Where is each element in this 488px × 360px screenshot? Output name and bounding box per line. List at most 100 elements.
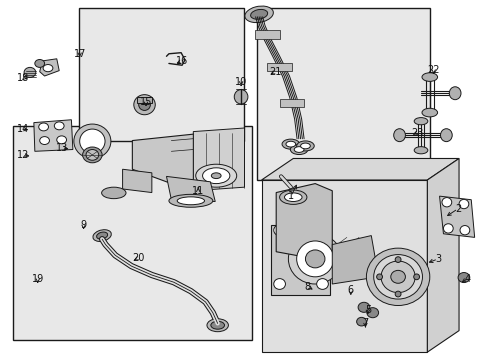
Ellipse shape [373, 255, 422, 299]
Ellipse shape [357, 302, 369, 312]
Ellipse shape [366, 308, 378, 318]
Ellipse shape [296, 241, 333, 277]
Ellipse shape [234, 90, 247, 104]
Text: 13: 13 [56, 143, 68, 153]
Polygon shape [439, 196, 474, 237]
Ellipse shape [202, 168, 229, 184]
Ellipse shape [284, 193, 302, 202]
Polygon shape [331, 235, 378, 284]
Ellipse shape [356, 318, 366, 326]
Polygon shape [193, 128, 244, 191]
Ellipse shape [97, 232, 107, 239]
Ellipse shape [443, 224, 452, 233]
Bar [280, 99, 304, 107]
Text: 22: 22 [427, 64, 439, 75]
Text: 12: 12 [17, 150, 29, 160]
Ellipse shape [168, 194, 212, 207]
Ellipse shape [413, 147, 427, 154]
Ellipse shape [305, 250, 325, 268]
Ellipse shape [177, 197, 204, 205]
Text: 19: 19 [32, 274, 44, 284]
Ellipse shape [39, 123, 48, 131]
Ellipse shape [413, 274, 419, 280]
Bar [79, 8, 244, 140]
Ellipse shape [195, 164, 236, 187]
Bar [267, 63, 291, 71]
Ellipse shape [54, 122, 64, 130]
Text: 9: 9 [81, 220, 86, 230]
Text: 21: 21 [268, 67, 281, 77]
Ellipse shape [376, 274, 382, 280]
Ellipse shape [282, 139, 299, 149]
Ellipse shape [86, 149, 99, 160]
Ellipse shape [80, 129, 105, 153]
Text: 2: 2 [454, 204, 460, 214]
Text: 3: 3 [434, 254, 440, 264]
Text: 16: 16 [176, 56, 188, 66]
Ellipse shape [285, 141, 295, 147]
Ellipse shape [211, 173, 221, 179]
Ellipse shape [380, 261, 414, 293]
Ellipse shape [458, 199, 468, 209]
Text: 1: 1 [287, 192, 293, 202]
Ellipse shape [459, 226, 469, 235]
Ellipse shape [206, 319, 228, 332]
Ellipse shape [273, 225, 285, 235]
Ellipse shape [57, 136, 66, 144]
Bar [137, 97, 152, 103]
Ellipse shape [288, 234, 341, 284]
Polygon shape [427, 158, 458, 352]
Ellipse shape [134, 95, 155, 115]
Polygon shape [122, 169, 152, 193]
Ellipse shape [102, 187, 126, 199]
Ellipse shape [244, 6, 273, 23]
Polygon shape [261, 180, 427, 352]
Ellipse shape [457, 273, 469, 283]
Text: 5: 5 [364, 305, 370, 315]
Ellipse shape [441, 198, 451, 207]
Polygon shape [40, 59, 59, 76]
Text: 11: 11 [192, 186, 204, 196]
Ellipse shape [421, 73, 437, 81]
Text: 14: 14 [17, 124, 29, 134]
Ellipse shape [296, 141, 314, 151]
Ellipse shape [139, 99, 150, 111]
Ellipse shape [413, 118, 427, 125]
Ellipse shape [290, 144, 307, 154]
Ellipse shape [390, 270, 405, 283]
Bar [13, 126, 251, 339]
Bar [271, 225, 329, 295]
Text: 7: 7 [362, 319, 368, 328]
Polygon shape [276, 184, 331, 259]
Ellipse shape [316, 279, 328, 289]
Ellipse shape [24, 67, 36, 77]
Bar [256, 8, 429, 180]
Ellipse shape [394, 291, 400, 297]
Ellipse shape [43, 64, 53, 72]
Ellipse shape [273, 279, 285, 289]
Ellipse shape [210, 321, 224, 329]
Ellipse shape [82, 147, 102, 163]
Ellipse shape [250, 9, 267, 19]
Ellipse shape [300, 143, 310, 149]
Text: 15: 15 [140, 97, 152, 107]
Text: 17: 17 [73, 49, 86, 59]
Ellipse shape [440, 129, 451, 141]
Polygon shape [34, 120, 73, 151]
Ellipse shape [316, 225, 328, 235]
Ellipse shape [294, 147, 304, 152]
Text: 6: 6 [347, 285, 353, 296]
Ellipse shape [394, 257, 400, 262]
Text: 18: 18 [17, 73, 29, 83]
Text: 8: 8 [304, 282, 310, 292]
Ellipse shape [74, 124, 111, 158]
Ellipse shape [421, 108, 437, 117]
Polygon shape [132, 130, 242, 184]
Ellipse shape [448, 87, 460, 100]
Bar [255, 31, 279, 39]
Ellipse shape [366, 248, 429, 306]
Polygon shape [166, 176, 215, 202]
Ellipse shape [35, 59, 44, 67]
Text: 4: 4 [464, 274, 470, 284]
Polygon shape [261, 158, 458, 180]
